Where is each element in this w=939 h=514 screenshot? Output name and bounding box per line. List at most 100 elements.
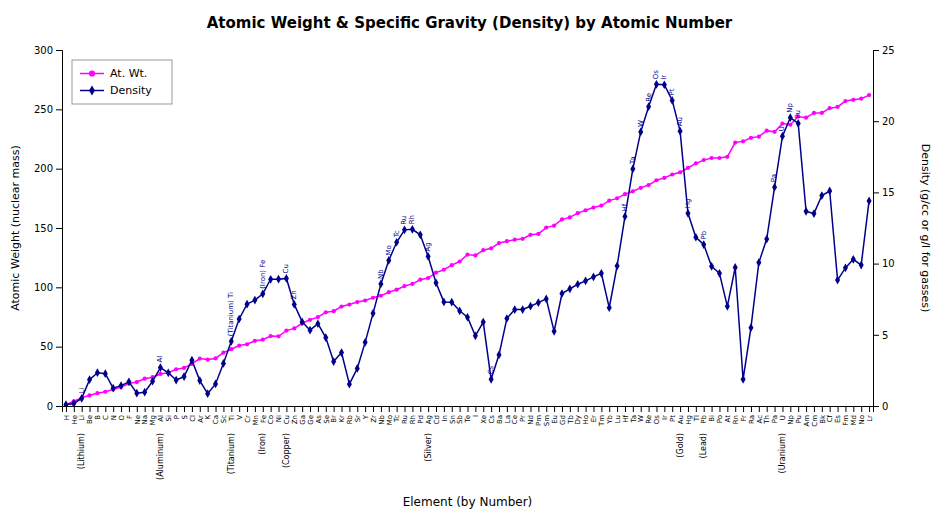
x-tick-mark	[751, 406, 752, 412]
series-marker	[166, 368, 171, 377]
x-tick-label: W	[637, 415, 645, 422]
y2-tick-label: 15	[882, 187, 895, 198]
y-tick-mark	[56, 228, 62, 229]
y2-axis: 0510152025	[873, 45, 895, 412]
x-tick-label: N	[110, 415, 118, 420]
series-marker	[733, 140, 737, 144]
x-tick-label: As	[315, 415, 323, 424]
series-marker	[489, 246, 493, 250]
series-marker	[568, 215, 572, 219]
x-tick-label: Tb	[567, 414, 575, 424]
series-marker	[709, 156, 713, 160]
x-tick-label: Ra	[748, 415, 756, 424]
x-tick-mark	[420, 406, 421, 412]
plot-area: HHeLiBeBCNOFNeNaMgAlSiPSClArKCaScTiVCrMn…	[34, 45, 895, 480]
y2-tick-mark	[873, 335, 879, 336]
series-marker	[269, 334, 273, 338]
x-tick-label: Zr	[370, 415, 378, 423]
x-tick-mark	[381, 406, 382, 412]
x-tick-label: Lu	[614, 415, 622, 423]
point-annotation: Ag	[424, 242, 432, 251]
series-marker	[867, 197, 872, 206]
x-tick-mark	[279, 406, 280, 412]
y2-tick-label: 5	[882, 330, 888, 341]
x-tick-mark	[570, 406, 571, 412]
series-marker	[639, 186, 643, 190]
x-tick-label: Yb	[606, 414, 614, 424]
x-tick-label: Ir	[661, 415, 669, 420]
x-tick: Tc	[393, 406, 401, 423]
x-tick-mark	[223, 406, 224, 412]
x-tick: Tl	[693, 406, 701, 422]
series-marker	[567, 284, 572, 293]
x-tick-label: Sr	[354, 415, 362, 422]
x-tick-mark	[507, 406, 508, 412]
series-marker	[544, 295, 549, 304]
x-tick: Ga	[299, 406, 307, 425]
series-marker	[371, 296, 375, 300]
x-tick: Pm	[535, 406, 543, 426]
x-tick: Zr	[370, 406, 378, 423]
x-tick-label: Pa	[771, 415, 779, 423]
x-tick-label: Tc	[393, 415, 401, 423]
series-marker	[607, 199, 611, 203]
x-tick: Tm	[598, 406, 606, 427]
series-marker	[622, 212, 627, 221]
x-axis-line	[63, 407, 874, 413]
series-marker	[426, 276, 430, 280]
series-marker	[504, 314, 509, 323]
y2-tick-label: 20	[882, 116, 895, 127]
x-tick: In	[441, 406, 449, 422]
y2-tick-mark	[873, 192, 879, 193]
x-tick-label: Md	[850, 415, 858, 425]
x-secondary-label: (Iron)	[258, 433, 267, 455]
series-marker	[678, 170, 682, 174]
x-tick-mark	[82, 406, 83, 412]
point-annotation: Np	[786, 102, 794, 112]
x-tick-mark	[326, 406, 327, 412]
x-tick-mark	[436, 406, 437, 412]
y2-tick-mark	[873, 121, 879, 122]
x-tick-mark	[798, 406, 799, 412]
series-marker	[693, 233, 698, 242]
x-tick-mark	[759, 406, 760, 412]
x-tick-label: Ca	[212, 415, 220, 424]
x-secondary-label: (Aluminum)	[156, 433, 165, 480]
x-tick: H	[63, 406, 71, 420]
series-marker	[481, 318, 486, 327]
x-tick: Sb	[456, 406, 464, 424]
series-marker	[458, 259, 462, 263]
x-tick-mark	[176, 406, 177, 412]
x-tick-label: Cr	[244, 415, 252, 423]
x-tick-label: O	[118, 415, 126, 421]
x-tick: Br	[330, 406, 338, 423]
series-marker	[126, 377, 131, 386]
x-tick: Lu	[614, 406, 622, 423]
x-tick: Sm	[543, 406, 551, 426]
y-axis: 050100150200250300	[34, 45, 63, 412]
x-tick-label: U	[779, 415, 787, 420]
x-tick: Ge	[307, 406, 315, 425]
x-tick-mark	[775, 406, 776, 412]
x-tick-mark	[830, 406, 831, 412]
x-tick: Cs	[488, 406, 496, 424]
x-tick-mark	[845, 406, 846, 412]
x-tick-mark	[302, 406, 303, 412]
series-marker	[544, 225, 548, 229]
series-marker	[245, 300, 250, 309]
series-marker	[717, 156, 721, 160]
x-tick-label: Am	[803, 415, 811, 427]
x-tick-label: Cu	[283, 415, 291, 424]
x-tick: Gd	[559, 406, 567, 425]
x-tick-label: Cl	[189, 415, 197, 422]
point-annotation: Re	[645, 93, 653, 102]
x-tick-label: Mg	[149, 415, 157, 425]
series-marker	[646, 102, 651, 111]
x-tick: Cu	[283, 406, 291, 424]
x-tick-label: Mo	[386, 415, 394, 425]
y-tick: 300	[34, 45, 62, 56]
series-marker	[820, 111, 824, 115]
x-tick: P	[173, 406, 181, 419]
series-marker	[670, 96, 675, 105]
series-marker	[103, 390, 107, 394]
